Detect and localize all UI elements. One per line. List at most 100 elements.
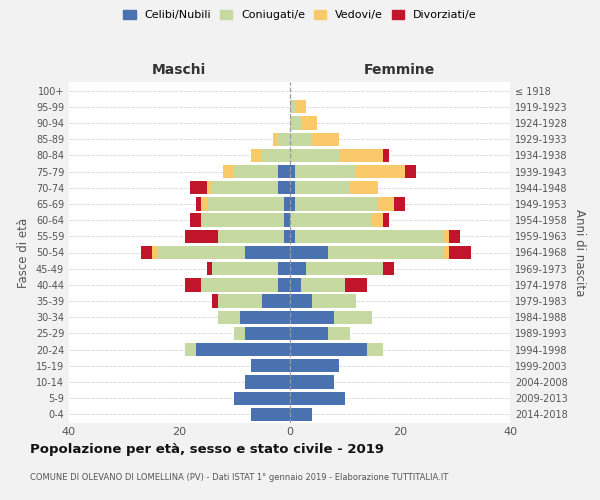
Bar — [290, 148, 339, 162]
Bar — [383, 214, 389, 227]
Bar — [328, 246, 444, 259]
Bar — [207, 198, 284, 210]
Bar — [295, 230, 444, 243]
Bar — [290, 343, 367, 356]
Bar — [262, 294, 290, 308]
Text: Maschi: Maschi — [152, 64, 206, 78]
Bar — [278, 132, 290, 146]
Bar — [245, 327, 290, 340]
Bar — [295, 198, 378, 210]
Y-axis label: Fasce di età: Fasce di età — [17, 218, 30, 288]
Bar — [449, 230, 460, 243]
Bar — [278, 278, 290, 291]
Bar — [290, 132, 311, 146]
Bar — [290, 100, 295, 114]
Bar — [378, 198, 394, 210]
Bar — [356, 165, 405, 178]
Bar — [290, 198, 295, 210]
Bar — [196, 343, 290, 356]
Bar — [251, 359, 290, 372]
Bar — [311, 132, 339, 146]
Bar — [212, 181, 278, 194]
Bar — [190, 181, 207, 194]
Bar — [290, 408, 311, 421]
Bar — [290, 376, 334, 388]
Bar — [290, 310, 334, 324]
Bar — [262, 148, 290, 162]
Bar — [344, 278, 367, 291]
Bar — [278, 181, 290, 194]
Bar — [290, 327, 328, 340]
Bar — [212, 294, 218, 308]
Bar — [350, 181, 378, 194]
Bar — [367, 343, 383, 356]
Legend: Celibi/Nubili, Coniugati/e, Vedovi/e, Divorziati/e: Celibi/Nubili, Coniugati/e, Vedovi/e, Di… — [119, 6, 481, 25]
Bar — [245, 376, 290, 388]
Bar — [251, 408, 290, 421]
Bar — [306, 262, 383, 276]
Bar — [157, 246, 245, 259]
Bar — [218, 294, 262, 308]
Bar — [207, 181, 212, 194]
Bar — [235, 165, 278, 178]
Text: COMUNE DI OLEVANO DI LOMELLINA (PV) - Dati ISTAT 1° gennaio 2019 - Elaborazione : COMUNE DI OLEVANO DI LOMELLINA (PV) - Da… — [30, 472, 448, 482]
Bar — [284, 214, 290, 227]
Bar — [449, 246, 472, 259]
Bar — [152, 246, 157, 259]
Bar — [223, 165, 235, 178]
Bar — [140, 246, 152, 259]
Bar — [290, 392, 344, 405]
Text: Femmine: Femmine — [364, 64, 436, 78]
Bar — [185, 278, 202, 291]
Bar — [383, 148, 389, 162]
Bar — [372, 214, 383, 227]
Y-axis label: Anni di nascita: Anni di nascita — [573, 209, 586, 296]
Bar — [290, 181, 295, 194]
Bar — [339, 148, 383, 162]
Bar — [290, 262, 306, 276]
Bar — [207, 262, 212, 276]
Bar — [290, 214, 372, 227]
Bar — [196, 198, 202, 210]
Bar — [295, 100, 306, 114]
Bar — [235, 327, 245, 340]
Bar — [278, 262, 290, 276]
Bar — [235, 392, 290, 405]
Bar — [202, 198, 207, 210]
Bar — [202, 278, 278, 291]
Bar — [290, 278, 301, 291]
Bar — [328, 327, 350, 340]
Bar — [295, 181, 350, 194]
Bar — [190, 214, 202, 227]
Bar — [240, 310, 290, 324]
Bar — [301, 116, 317, 130]
Bar — [245, 246, 290, 259]
Bar — [202, 214, 284, 227]
Bar — [218, 310, 240, 324]
Bar — [405, 165, 416, 178]
Bar — [278, 165, 290, 178]
Bar — [284, 198, 290, 210]
Bar — [444, 246, 449, 259]
Bar — [334, 310, 372, 324]
Bar — [394, 198, 405, 210]
Bar — [218, 230, 284, 243]
Bar — [251, 148, 262, 162]
Bar — [290, 230, 295, 243]
Bar — [273, 132, 278, 146]
Bar — [185, 343, 196, 356]
Text: Popolazione per età, sesso e stato civile - 2019: Popolazione per età, sesso e stato civil… — [30, 442, 384, 456]
Bar — [290, 165, 295, 178]
Bar — [290, 294, 311, 308]
Bar — [383, 262, 394, 276]
Bar — [295, 165, 356, 178]
Bar — [185, 230, 218, 243]
Bar — [311, 294, 356, 308]
Bar — [284, 230, 290, 243]
Bar — [444, 230, 449, 243]
Bar — [290, 246, 328, 259]
Bar — [290, 116, 301, 130]
Bar — [212, 262, 278, 276]
Bar — [301, 278, 344, 291]
Bar — [290, 359, 339, 372]
